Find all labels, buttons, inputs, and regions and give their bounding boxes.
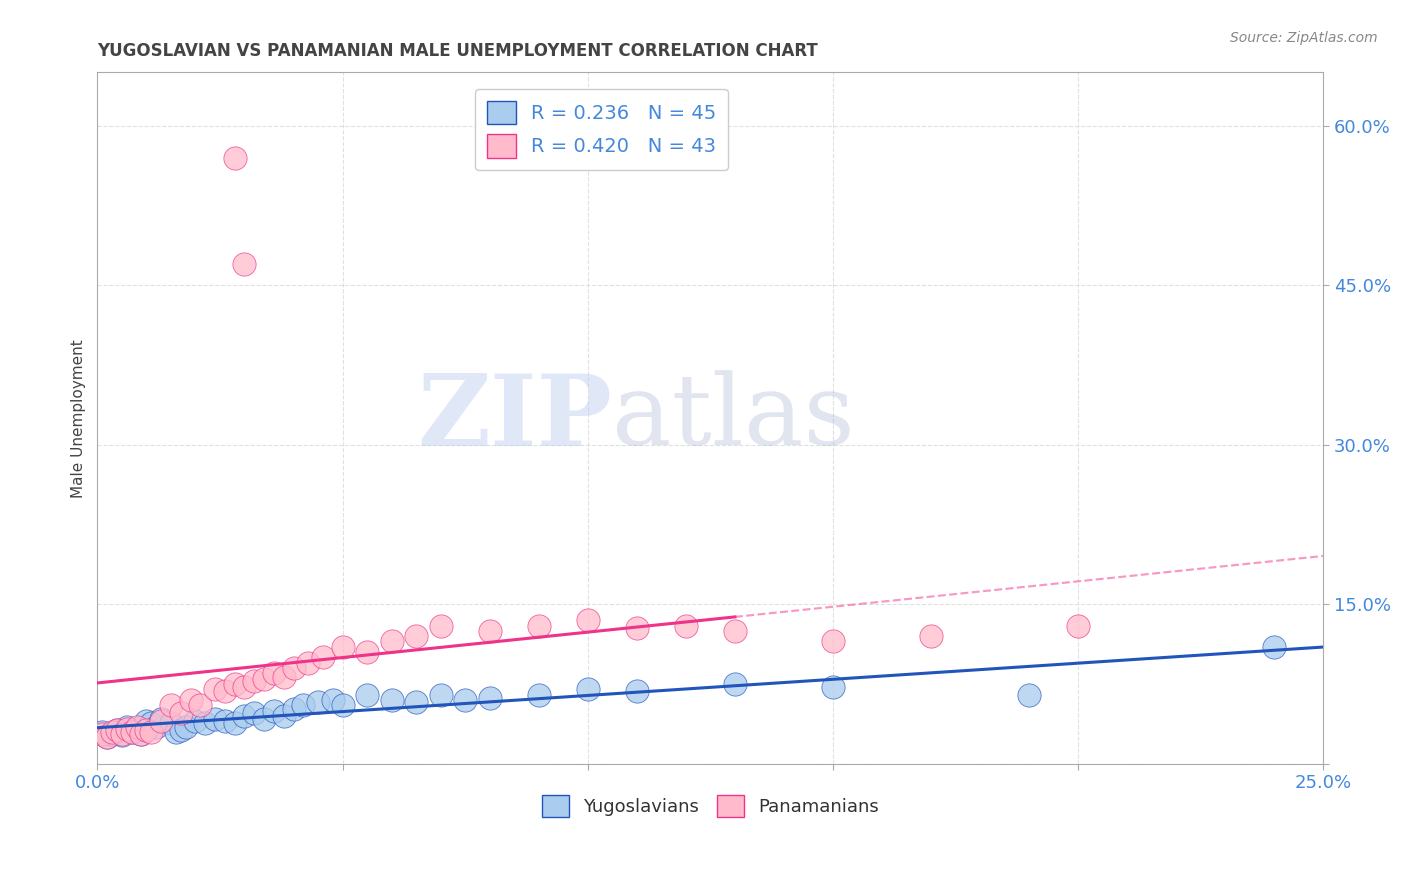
Point [626, 684, 648, 698]
Point [145, 720, 167, 734]
Point [405, 695, 427, 709]
Point [170, 706, 193, 720]
Point [576, 682, 599, 697]
Point [101, 727, 124, 741]
Point [283, 661, 305, 675]
Legend: Yugoslavians, Panamanians: Yugoslavians, Panamanians [534, 788, 887, 824]
Point [576, 613, 599, 627]
Point [121, 725, 143, 739]
Point [243, 706, 266, 720]
Point [165, 725, 187, 739]
Point [283, 701, 305, 715]
Point [312, 650, 335, 665]
Point [214, 684, 236, 698]
Point [724, 677, 747, 691]
Point [91, 727, 114, 741]
Point [381, 693, 404, 707]
Text: ZIP: ZIP [418, 369, 613, 467]
Point [233, 257, 256, 271]
Point [125, 720, 148, 734]
Point [273, 709, 295, 723]
Point [150, 714, 173, 729]
Point [111, 728, 134, 742]
Point [626, 621, 648, 635]
Text: YUGOSLAVIAN VS PANAMANIAN MALE UNEMPLOYMENT CORRELATION CHART: YUGOSLAVIAN VS PANAMANIAN MALE UNEMPLOYM… [97, 42, 818, 60]
Point [115, 722, 138, 736]
Text: Source: ZipAtlas.com: Source: ZipAtlas.com [1230, 31, 1378, 45]
Point [527, 618, 550, 632]
Point [1067, 618, 1090, 632]
Point [170, 723, 193, 737]
Point [307, 695, 329, 709]
Point [356, 645, 378, 659]
Point [194, 716, 217, 731]
Point [150, 712, 173, 726]
Point [233, 680, 256, 694]
Point [1018, 688, 1040, 702]
Point [131, 727, 153, 741]
Point [204, 682, 226, 697]
Point [111, 727, 134, 741]
Point [160, 716, 183, 731]
Point [429, 688, 451, 702]
Point [405, 629, 427, 643]
Point [297, 656, 319, 670]
Point [821, 634, 844, 648]
Point [214, 714, 236, 729]
Point [356, 688, 378, 702]
Point [292, 698, 315, 713]
Point [125, 722, 148, 736]
Point [263, 704, 285, 718]
Point [96, 730, 118, 744]
Point [115, 720, 138, 734]
Point [233, 709, 256, 723]
Point [141, 716, 163, 731]
Point [527, 688, 550, 702]
Point [160, 698, 183, 713]
Point [243, 673, 266, 688]
Point [188, 698, 211, 713]
Point [478, 690, 501, 705]
Point [224, 677, 246, 691]
Point [180, 693, 202, 707]
Point [105, 723, 128, 737]
Point [224, 716, 246, 731]
Y-axis label: Male Unemployment: Male Unemployment [72, 339, 86, 498]
Text: atlas: atlas [613, 370, 855, 466]
Point [821, 680, 844, 694]
Point [454, 693, 477, 707]
Point [332, 698, 354, 713]
Point [96, 730, 118, 744]
Point [121, 725, 143, 739]
Point [675, 618, 697, 632]
Point [332, 640, 354, 654]
Point [1263, 640, 1285, 654]
Point [105, 723, 128, 737]
Point [253, 672, 276, 686]
Point [101, 725, 124, 739]
Point [174, 720, 197, 734]
Point [131, 727, 153, 741]
Point [135, 714, 157, 729]
Point [920, 629, 942, 643]
Point [322, 693, 344, 707]
Point [224, 151, 246, 165]
Point [135, 723, 157, 737]
Point [478, 624, 501, 638]
Point [273, 670, 295, 684]
Point [141, 725, 163, 739]
Point [381, 634, 404, 648]
Point [204, 712, 226, 726]
Point [253, 712, 276, 726]
Point [724, 624, 747, 638]
Point [184, 714, 207, 729]
Point [429, 618, 451, 632]
Point [91, 725, 114, 739]
Point [263, 666, 285, 681]
